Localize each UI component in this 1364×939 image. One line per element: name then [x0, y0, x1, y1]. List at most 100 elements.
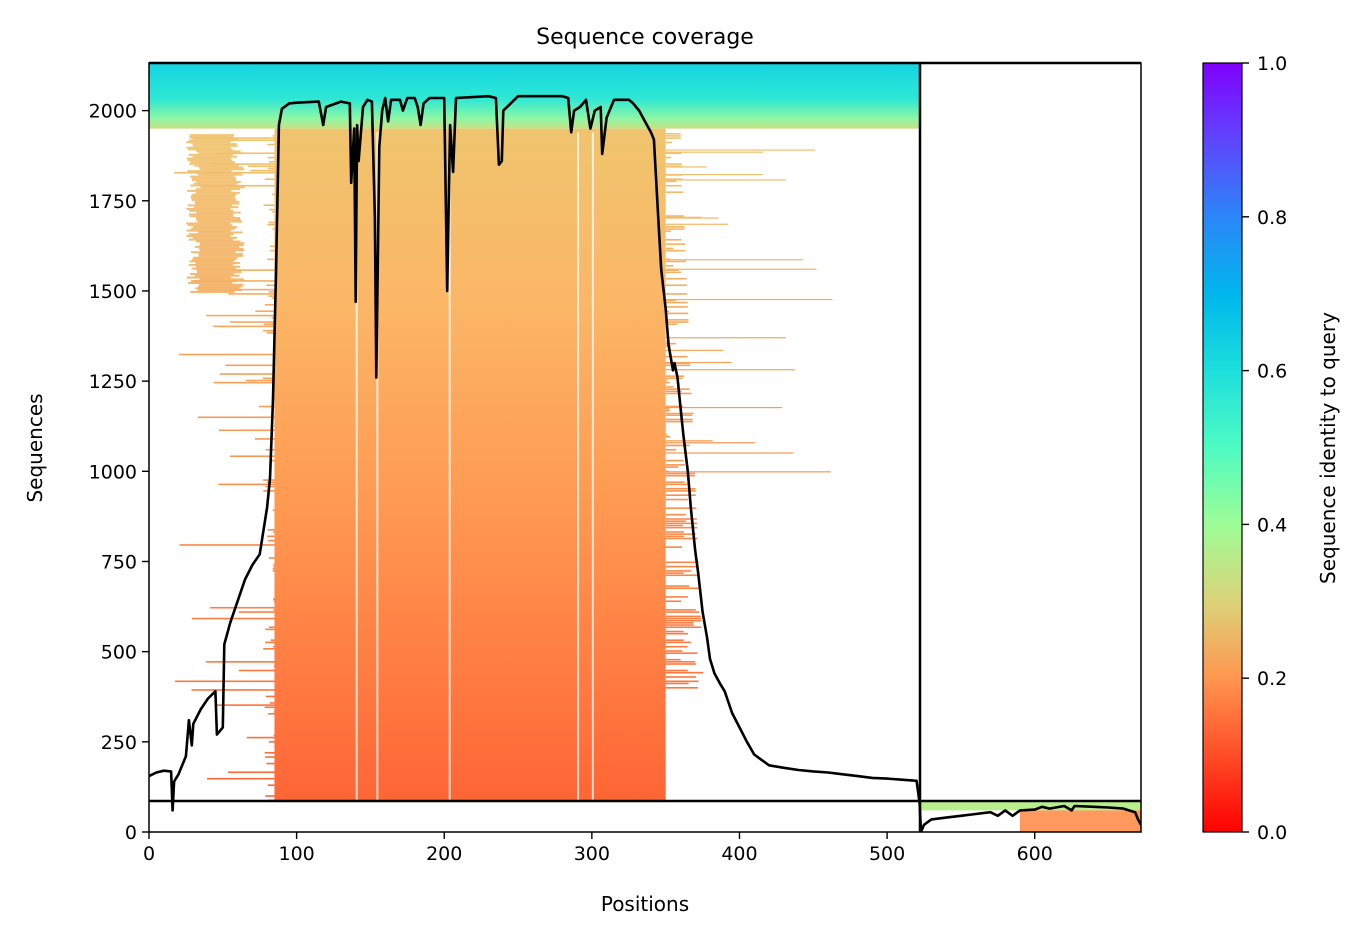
heatmap-row: [258, 405, 275, 408]
heatmap-row: [273, 734, 275, 737]
plot-area: [149, 63, 1141, 832]
heatmap-row: [192, 258, 237, 261]
heatmap-row: [196, 240, 241, 243]
heatmap-row: [264, 751, 275, 754]
heatmap-row: [265, 641, 275, 644]
heatmap-row: [191, 197, 236, 200]
heatmap-row: [665, 680, 699, 683]
heatmap-row: [665, 622, 694, 624]
heatmap-core-block: [274, 128, 666, 803]
heatmap-chainB-body: [1019, 810, 1141, 832]
heatmap-row: [665, 386, 674, 388]
colorbar-tick-label: 0.8: [1257, 207, 1287, 229]
y-tick-label: 1000: [89, 461, 137, 483]
x-tick-label: 400: [721, 843, 757, 865]
heatmap-row: [273, 645, 275, 648]
heatmap-row: [196, 269, 241, 272]
x-tick-label: 600: [1017, 843, 1053, 865]
heatmap-row: [195, 274, 240, 277]
heatmap-row: [195, 217, 241, 220]
heatmap-row: [268, 539, 275, 542]
heatmap-row: [191, 689, 275, 691]
heatmap-row: [215, 152, 275, 155]
heatmap-row: [665, 459, 684, 462]
heatmap-row: [187, 224, 233, 227]
heatmap-row: [186, 146, 231, 149]
heatmap-row: [268, 741, 275, 743]
x-tick-label: 0: [143, 843, 155, 865]
heatmap-row: [191, 617, 275, 620]
heatmap-row: [210, 163, 275, 165]
heatmap-row: [213, 381, 275, 384]
heatmap-row: [191, 267, 236, 270]
heatmap-row: [665, 626, 702, 629]
heatmap-row: [195, 262, 240, 265]
heatmap-row: [266, 332, 275, 334]
heatmap-row: [665, 617, 701, 620]
x-tick-label: 300: [574, 843, 610, 865]
heatmap-row: [200, 186, 245, 189]
heatmap-row: [219, 373, 275, 375]
heatmap-row: [665, 362, 691, 364]
heatmap-row: [265, 795, 275, 797]
heatmap-row: [199, 247, 244, 250]
heatmap-row: [665, 587, 700, 590]
heatmap-row: [665, 166, 707, 168]
heatmap-row: [196, 211, 241, 214]
heatmap-row: [272, 193, 275, 196]
x-axis: 0 100 200 300 400 500 600: [143, 832, 1053, 865]
heatmap-row: [238, 611, 275, 613]
heatmap-row: [206, 661, 275, 663]
heatmap-row: [268, 712, 275, 715]
heatmap-row: [665, 377, 683, 380]
heatmap-row: [665, 466, 678, 468]
heatmap-row: [665, 321, 689, 323]
heatmap-row: [192, 144, 238, 147]
heatmap-row: [665, 406, 783, 409]
heatmap-row: [192, 226, 238, 229]
heatmap-row: [266, 762, 275, 765]
heatmap-row: [198, 253, 243, 256]
heatmap-row: [188, 148, 233, 151]
heatmap-row: [273, 531, 275, 533]
chart-title: Sequence coverage: [536, 25, 754, 50]
heatmap-row: [665, 414, 693, 416]
heatmap-row: [665, 412, 694, 414]
heatmap-row: [186, 276, 231, 279]
heatmap-row: [665, 526, 698, 529]
heatmap-row: [665, 498, 688, 501]
heatmap-row: [665, 226, 685, 228]
heatmap-row: [665, 669, 688, 672]
heatmap-row: [186, 229, 231, 232]
heatmap-row: [665, 676, 696, 678]
heatmap-row: [197, 416, 275, 419]
heatmap-row: [269, 245, 275, 248]
heatmap-row: [192, 155, 237, 158]
heatmap-row: [229, 288, 275, 291]
heatmap-row: [665, 483, 688, 486]
heatmap-row: [665, 574, 700, 577]
heatmap-row: [190, 227, 235, 230]
heatmap-row: [197, 220, 243, 223]
heatmap-row: [665, 298, 833, 301]
heatmap-row: [665, 572, 684, 574]
heatmap-row: [245, 379, 275, 382]
heatmap-row: [267, 156, 275, 159]
coverage-line-path: [149, 94, 1141, 832]
heatmap-row: [665, 230, 671, 232]
heatmap-row: [665, 260, 686, 263]
heatmap-row: [665, 132, 681, 135]
heatmap-row: [247, 165, 275, 168]
heatmap-row: [190, 184, 235, 187]
heatmap-row: [189, 260, 234, 263]
heatmap-row: [272, 567, 275, 570]
heatmap-row: [665, 645, 688, 648]
heatmap-row: [665, 141, 673, 144]
heatmap-row: [665, 420, 693, 423]
heatmap-row: [665, 269, 679, 271]
heatmap-row: [188, 213, 234, 216]
heatmap-row: [197, 271, 242, 274]
heatmap-row: [665, 522, 697, 525]
heatmap-row: [665, 619, 702, 622]
heatmap-row: [665, 271, 681, 274]
